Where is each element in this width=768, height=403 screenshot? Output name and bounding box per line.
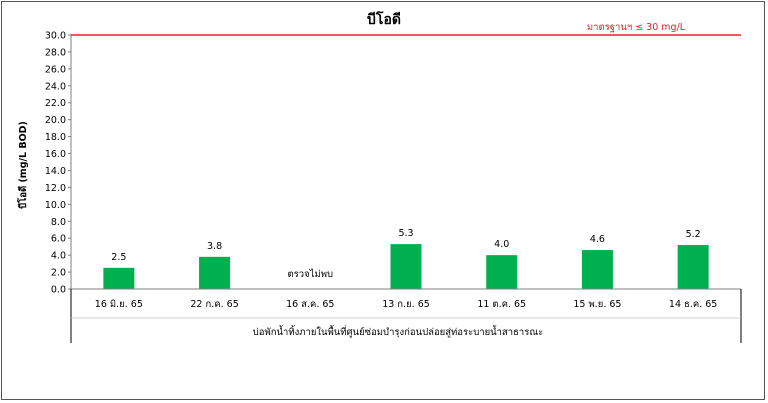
- bar: [199, 256, 231, 289]
- standard-label: มาตรฐานฯ ≤ 30 mg/L: [587, 22, 686, 33]
- y-tick-label: 6.0: [51, 234, 66, 245]
- y-tick-label: 22.0: [45, 98, 66, 109]
- y-tick-label: 0.0: [51, 285, 66, 296]
- y-tick-label: 14.0: [45, 166, 66, 177]
- y-tick-label: 30.0: [45, 31, 66, 42]
- data-label: 5.3: [398, 228, 413, 239]
- data-label: 4.6: [590, 234, 605, 245]
- y-tick-label: 18.0: [45, 132, 66, 143]
- data-labels: 2.5 3.8 ตรวจไม่พบ 5.3 4.0 4.6 5.2: [111, 228, 700, 280]
- data-label: ตรวจไม่พบ: [288, 268, 334, 280]
- bar: [390, 244, 422, 289]
- data-label: 4.0: [494, 239, 509, 250]
- y-tick-label: 2.0: [51, 268, 66, 279]
- y-tick-label: 20.0: [45, 115, 66, 126]
- data-label: 3.8: [207, 241, 222, 252]
- category-label: 16 มิ.ย. 65: [95, 299, 143, 310]
- y-tick-label: 4.0: [51, 251, 66, 262]
- category-label: 15 พ.ย. 65: [573, 299, 621, 310]
- y-tick-label: 28.0: [45, 47, 66, 58]
- bar: [103, 267, 135, 289]
- y-tick-label: 8.0: [51, 217, 66, 228]
- category-labels: 16 มิ.ย. 65 22 ก.ค. 65 16 ส.ค. 65 13 ก.ย. 6…: [95, 299, 718, 310]
- data-label: 2.5: [111, 252, 126, 263]
- bar: [677, 244, 709, 289]
- category-label: 14 ธ.ค. 65: [669, 299, 717, 310]
- y-tick-label: 10.0: [45, 200, 66, 211]
- category-label: 11 ต.ค. 65: [477, 299, 526, 310]
- category-label: 16 ส.ค. 65: [286, 299, 334, 310]
- bar: [581, 250, 613, 289]
- x-axis-group-label: บ่อพักน้ำทิ้งภายในพื้นที่ศูนย์ซ่อมบำรุงก…: [253, 325, 544, 338]
- y-tick-label: 24.0: [45, 81, 66, 92]
- y-tick-label: 26.0: [45, 64, 66, 75]
- bars: [103, 244, 709, 289]
- category-label: 22 ก.ค. 65: [190, 299, 238, 310]
- y-tick-labels: 0.0 2.0 4.0 6.0 8.0 10.0 12.0 14.0 16.0 18.0 20.0 2…: [45, 31, 71, 296]
- y-axis-title: บีโอดี (mg/L BOD): [17, 121, 29, 209]
- category-label: 13 ก.ย. 65: [382, 299, 430, 310]
- chart-title: บีโอดี: [367, 10, 401, 28]
- y-tick-label: 16.0: [45, 149, 66, 160]
- data-label: 5.2: [686, 229, 701, 240]
- y-tick-label: 12.0: [45, 183, 66, 194]
- bar: [486, 255, 518, 289]
